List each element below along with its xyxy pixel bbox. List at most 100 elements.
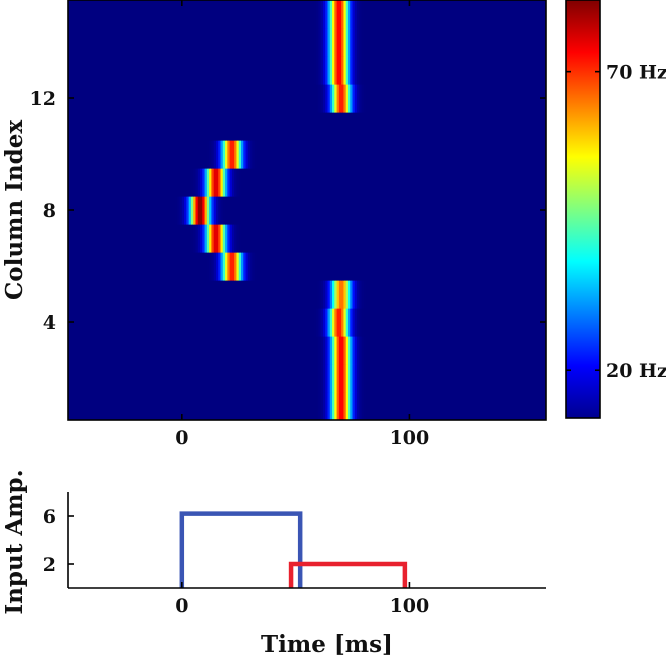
heatmap-cell-burst: [477, 336, 481, 365]
heatmap-cell-burst: [270, 140, 274, 169]
heatmap-cell-burst: [279, 28, 283, 57]
heatmap-cell-burst: [436, 28, 440, 57]
heatmap-cell-burst: [413, 252, 417, 281]
heatmap-cell-burst: [288, 280, 292, 309]
heatmap-cell-burst: [404, 140, 408, 169]
heatmap-cell-burst: [325, 84, 329, 113]
heatmap-cell-burst: [525, 392, 529, 420]
heatmap-cell-burst: [200, 84, 203, 113]
heatmap-cell: [343, 112, 347, 141]
heatmap-cell-burst: [532, 336, 536, 365]
heatmap-cell-burst: [129, 168, 133, 197]
heatmap-cell-burst: [295, 308, 299, 337]
heatmap-cell-burst: [514, 168, 518, 197]
heatmap-cell-burst: [489, 280, 492, 309]
heatmap-cell: [379, 112, 383, 141]
heatmap-cell-burst: [327, 140, 331, 169]
heatmap-cell-burst: [222, 56, 226, 85]
heatmap-cell-burst: [313, 392, 317, 420]
heatmap-cell-burst: [263, 196, 267, 225]
heatmap-cell-burst: [186, 364, 190, 393]
heatmap-cell-burst: [511, 168, 515, 197]
heatmap-cell-burst: [122, 392, 126, 420]
heatmap-cell-burst: [111, 252, 115, 281]
heatmap-cell-burst: [302, 280, 306, 309]
heatmap-cell-burst: [427, 224, 431, 253]
heatmap-cell-burst: [275, 252, 279, 281]
heatmap-cell-burst: [79, 392, 83, 420]
heatmap-cell-burst: [404, 308, 408, 337]
heatmap-cell-burst: [270, 308, 274, 337]
heatmap-cell-burst: [165, 196, 169, 225]
heatmap-cell-burst: [140, 140, 144, 169]
heatmap-cell-burst: [436, 280, 440, 309]
heatmap-cell-burst: [473, 392, 477, 420]
heatmap-cell-burst: [104, 0, 108, 29]
heatmap-cell-burst: [543, 140, 546, 169]
heatmap-cell-burst: [386, 224, 390, 253]
heatmap-cell-burst: [104, 308, 108, 337]
heatmap-cell-burst: [77, 252, 80, 281]
heatmap-cell-burst: [461, 364, 465, 393]
heatmap-cell-burst: [131, 140, 135, 169]
heatmap-cell-burst: [432, 336, 436, 365]
heatmap-cell-burst: [386, 336, 390, 365]
heatmap-cell-burst: [297, 252, 301, 281]
heatmap-cell-burst: [475, 308, 479, 337]
heatmap-cell-burst: [332, 392, 335, 420]
heatmap-cell-burst: [131, 84, 135, 113]
heatmap-cell-burst: [336, 252, 340, 281]
heatmap-cell-burst: [197, 56, 201, 85]
heatmap-cell-burst: [152, 84, 156, 113]
heatmap-cell-burst: [354, 84, 358, 113]
heatmap-cell-burst: [268, 28, 272, 57]
heatmap-cell-burst: [318, 84, 322, 113]
heatmap-cell-burst: [514, 0, 518, 29]
heatmap-cell-burst: [318, 140, 322, 169]
heatmap-cell-burst: [204, 196, 208, 225]
heatmap-cell-burst: [93, 252, 96, 281]
heatmap-cell-burst: [363, 168, 367, 197]
heatmap-cell-burst: [363, 196, 367, 225]
heatmap-cell-burst: [388, 252, 392, 281]
heatmap-cell-burst: [532, 56, 536, 85]
heatmap-cell: [409, 112, 413, 141]
heatmap-cell-burst: [338, 308, 342, 337]
heatmap-cell-burst: [256, 392, 260, 420]
heatmap-cell-burst: [354, 56, 358, 85]
heatmap-cell-burst: [266, 28, 269, 57]
heatmap-cell-burst: [445, 308, 449, 337]
heatmap-cell-burst: [327, 0, 331, 29]
heatmap-cell-burst: [147, 168, 151, 197]
heatmap-cell-burst: [138, 392, 142, 420]
heatmap-cell-burst: [145, 252, 149, 281]
heatmap-cell-burst: [366, 28, 370, 57]
heatmap-cell: [108, 112, 112, 141]
heatmap-cell-burst: [174, 56, 178, 85]
heatmap-cell-burst: [398, 252, 401, 281]
heatmap-cell-burst: [505, 224, 508, 253]
heatmap-cell-burst: [297, 84, 301, 113]
heatmap-cell-burst: [149, 308, 153, 337]
heatmap-cell-burst: [131, 56, 135, 85]
heatmap-cell-burst: [375, 56, 379, 85]
heatmap-cell-burst: [159, 84, 162, 113]
heatmap-cell-burst: [293, 56, 297, 85]
heatmap-cell: [311, 112, 315, 141]
heatmap-cell-burst: [468, 84, 472, 113]
heatmap-cell-burst: [493, 392, 497, 420]
heatmap-cell-burst: [211, 0, 215, 29]
heatmap-cell-burst: [518, 140, 522, 169]
heatmap-cell-burst: [291, 168, 294, 197]
heatmap-cell-burst: [454, 0, 458, 29]
heatmap-cell-burst: [320, 168, 324, 197]
heatmap-cell-burst: [316, 140, 319, 169]
heatmap-cell-burst: [261, 252, 265, 281]
heatmap-cell: [452, 112, 456, 141]
heatmap-cell-burst: [170, 84, 174, 113]
heatmap-cell-burst: [291, 140, 294, 169]
heatmap-cell-burst: [279, 364, 283, 393]
heatmap-cell-burst: [452, 196, 456, 225]
heatmap-cell-burst: [145, 56, 149, 85]
heatmap-cell-burst: [477, 84, 481, 113]
